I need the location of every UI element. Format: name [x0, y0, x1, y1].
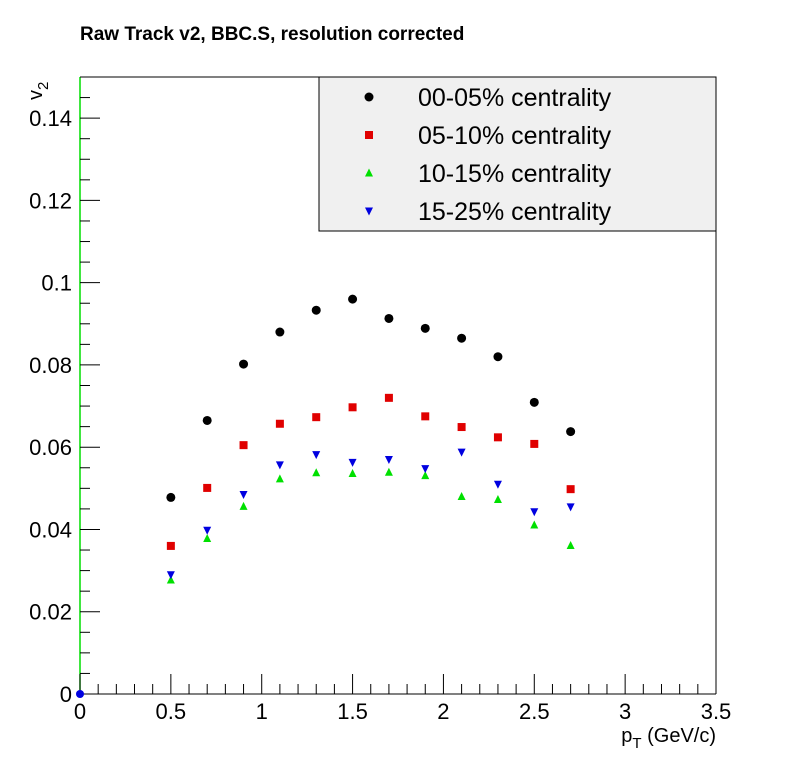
data-point: [421, 465, 430, 474]
data-point: [275, 474, 284, 483]
data-point: [239, 359, 249, 369]
y-tick-label: 0.1: [41, 271, 72, 296]
data-point: [166, 575, 175, 584]
data-point: [203, 534, 212, 543]
x-axis-label-sub: T: [632, 735, 641, 752]
data-point: [311, 305, 321, 315]
y-tick-label: 0: [60, 682, 72, 707]
data-point: [384, 456, 393, 465]
x-tick-label: 0: [74, 699, 86, 724]
x-axis-label-main: p: [621, 725, 632, 747]
data-point: [566, 503, 575, 512]
y-tick-label: 0.12: [29, 188, 72, 213]
chart-title: Raw Track v2, BBC.S, resolution correcte…: [80, 24, 464, 45]
data-point: [312, 468, 321, 477]
series-2: [166, 393, 575, 550]
legend: 00-05% centrality 05-10% centrality 10-15%…: [318, 76, 717, 232]
data-point: [384, 393, 393, 402]
y-tick-label: 0.06: [29, 435, 72, 460]
data-point: [166, 492, 176, 502]
y-tick-label: 0.14: [29, 106, 72, 131]
data-point: [421, 471, 430, 480]
data-point: [239, 491, 248, 500]
x-tick-label: 1: [256, 699, 268, 724]
legend-marker: [364, 92, 374, 102]
legend-label: 10-15% centrality: [418, 160, 612, 188]
origin-point: [76, 690, 84, 698]
data-point: [566, 541, 575, 550]
data-point: [312, 413, 321, 422]
data-point: [166, 541, 175, 550]
legend-marker: [365, 168, 373, 177]
legend-label: 05-10% centrality: [418, 122, 612, 150]
data-point: [275, 461, 284, 470]
legend-marker: [365, 207, 373, 216]
y-axis-label-sub: 2: [35, 82, 52, 90]
data-point: [384, 313, 394, 323]
x-tick-label: 2.5: [519, 699, 550, 724]
data-point: [530, 439, 539, 448]
data-point: [420, 323, 430, 333]
data-point: [166, 571, 175, 580]
data-point: [457, 448, 466, 457]
data-point: [239, 441, 248, 450]
data-point: [530, 508, 539, 517]
data-point: [493, 352, 503, 362]
data-point: [312, 451, 321, 460]
legend-label: 00-05% centrality: [418, 84, 612, 112]
legend-label: 15-25% centrality: [418, 198, 612, 226]
data-points: [76, 294, 576, 698]
x-tick-label: 3.5: [701, 699, 732, 724]
data-point: [457, 423, 466, 432]
data-point: [493, 433, 502, 442]
data-point: [457, 492, 466, 501]
x-axis-label: pT (GeV/c): [621, 725, 716, 752]
data-point: [421, 412, 430, 421]
x-tick-label: 1.5: [337, 699, 368, 724]
x-tick-label: 2: [437, 699, 449, 724]
x-tick-label: 3: [619, 699, 631, 724]
y-tick-label: 0.04: [29, 517, 72, 542]
data-point: [493, 480, 502, 489]
x-tick-label: 0.5: [156, 699, 187, 724]
x-axis: 0 0.5 1 1.5 2 2.5 3 3.5: [74, 674, 731, 724]
legend-marker: [365, 131, 373, 139]
y-tick-label: 0.02: [29, 600, 72, 625]
series-1: [166, 294, 576, 502]
data-point: [275, 419, 284, 428]
data-point: [202, 415, 212, 425]
data-point: [529, 397, 539, 407]
data-point: [348, 469, 357, 478]
data-point: [530, 520, 539, 529]
data-point: [566, 427, 576, 437]
data-point: [493, 494, 502, 503]
data-point: [457, 333, 467, 343]
series-3: [166, 467, 575, 584]
data-point: [348, 403, 357, 412]
x-axis-label-rest: (GeV/c): [642, 725, 716, 747]
data-point: [239, 501, 248, 510]
series-4: [166, 448, 575, 580]
legend-box: [318, 76, 717, 232]
y-axis-label: v2: [25, 82, 52, 100]
data-point: [348, 458, 357, 467]
data-point: [566, 485, 575, 494]
y-tick-label: 0.08: [29, 353, 72, 378]
data-point: [384, 467, 393, 476]
data-point: [203, 483, 212, 492]
y-axis-label-main: v: [25, 90, 47, 100]
data-point: [203, 526, 212, 535]
y-axis: 0 0.02 0.04 0.06 0.08 0.1 0.12 0.14: [29, 76, 100, 707]
data-point: [348, 294, 358, 304]
data-point: [275, 327, 285, 337]
